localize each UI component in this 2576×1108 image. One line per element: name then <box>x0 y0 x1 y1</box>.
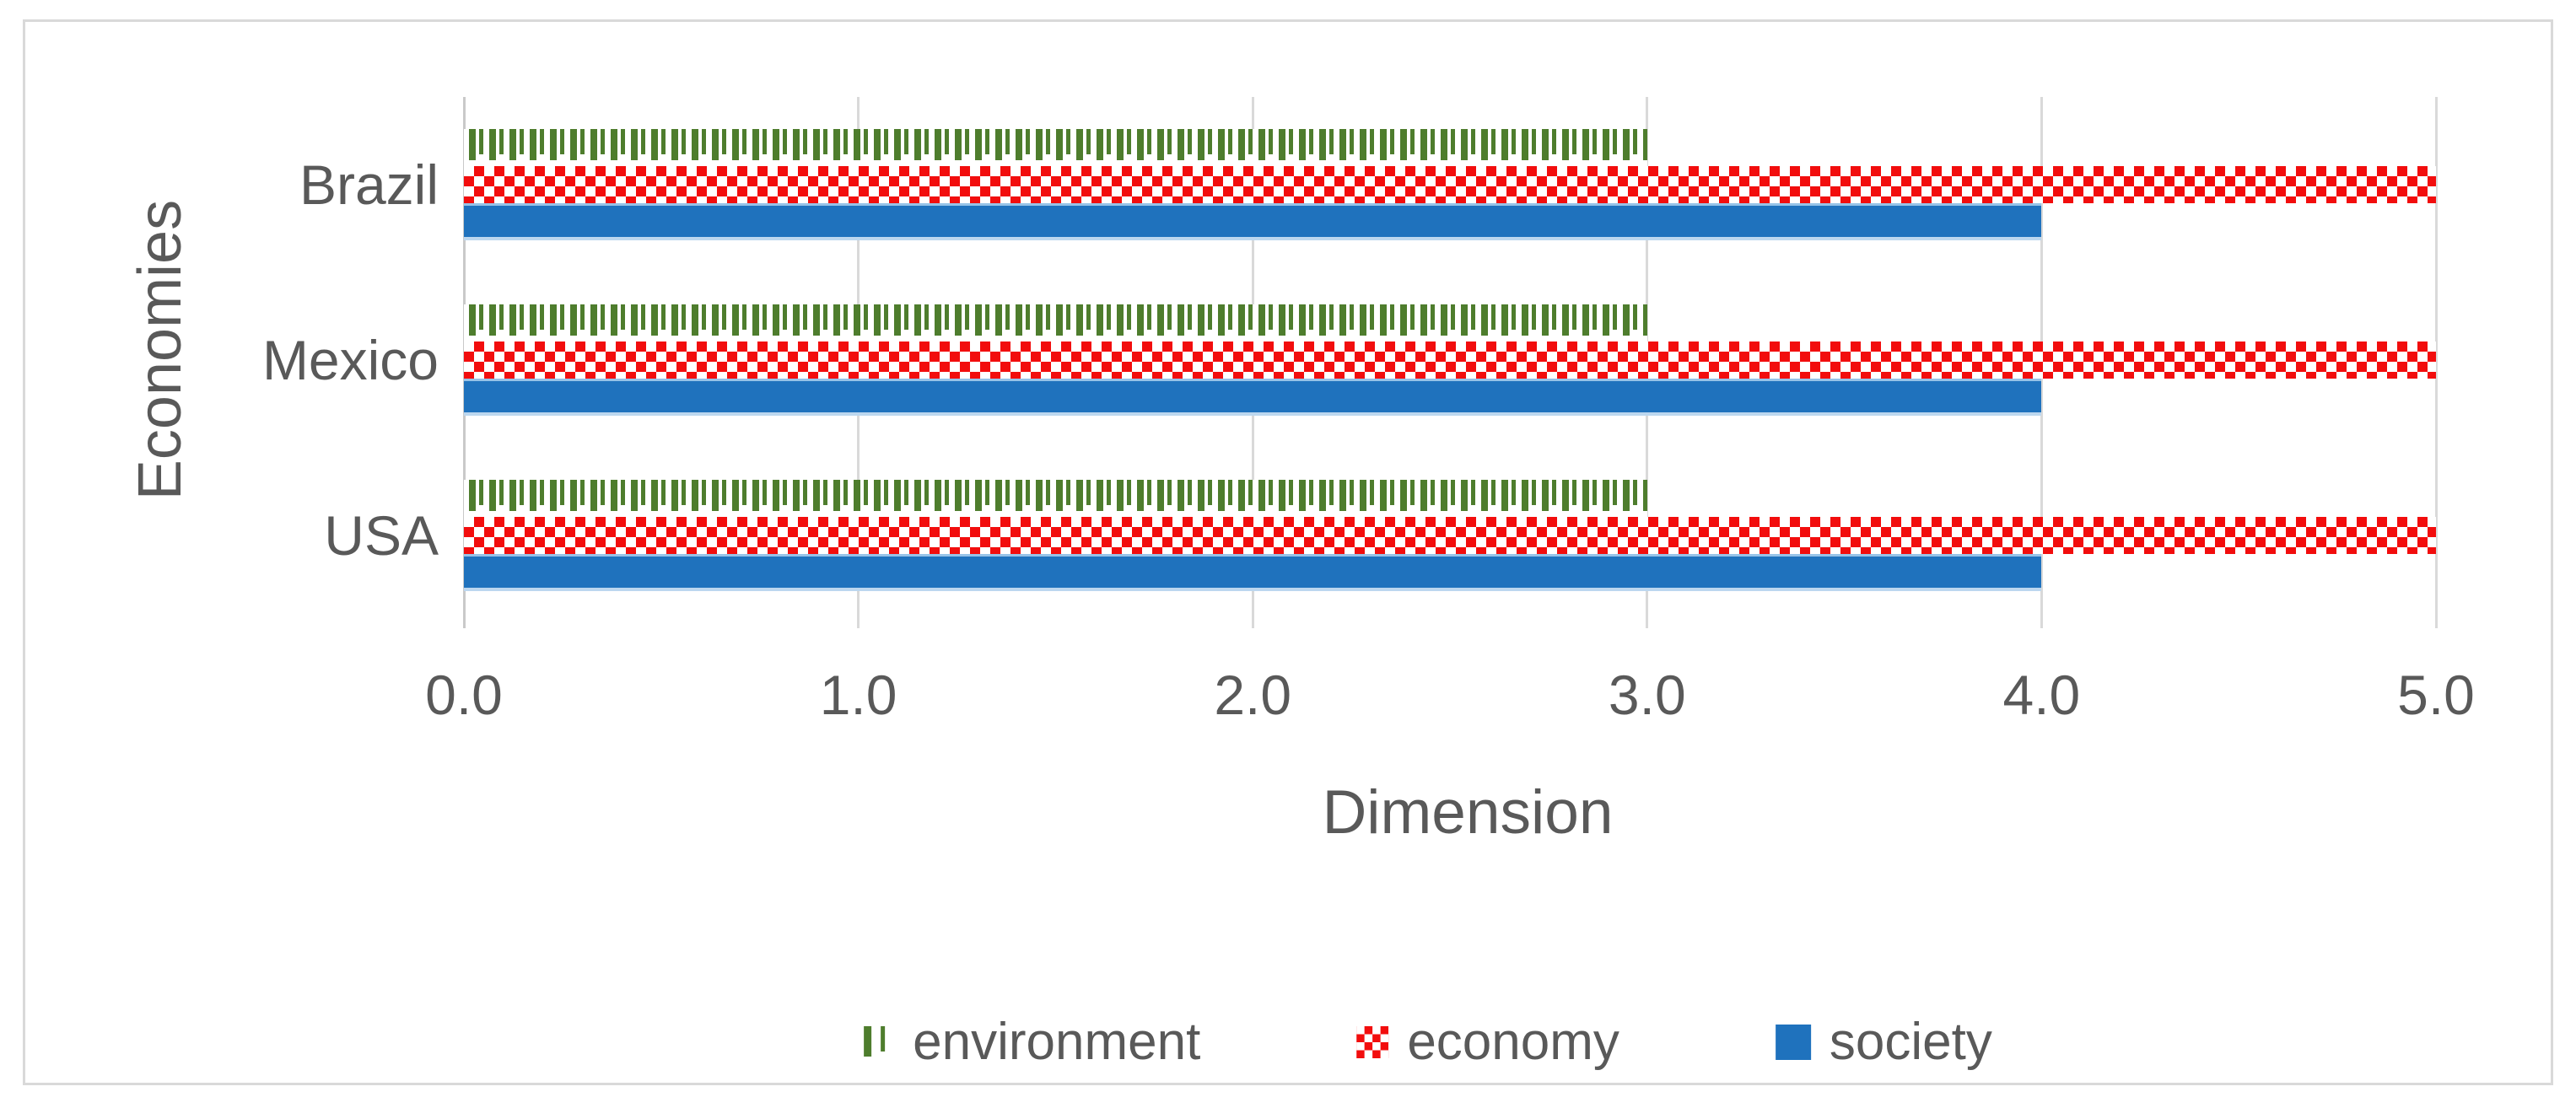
x-tick-label-2.0: 2.0 <box>1214 664 1292 726</box>
bar-economy-usa <box>464 517 2436 554</box>
legend-item-economy: economy <box>1356 1012 1619 1072</box>
legend: environment economy society <box>859 1012 1992 1072</box>
gridline-x-5.0 <box>2434 97 2438 628</box>
legend-item-environment: environment <box>859 1012 1200 1072</box>
x-axis-title: Dimension <box>1322 778 1614 847</box>
bar-environment-brazil <box>464 129 1647 166</box>
society-pattern-swatch-icon <box>1775 1024 1811 1060</box>
x-tick-label-0.0: 0.0 <box>425 664 503 726</box>
bar-economy-mexico <box>464 342 2436 379</box>
bar-environment-usa <box>464 480 1647 517</box>
bar-society-usa <box>464 554 2042 591</box>
bar-society-brazil <box>464 203 2042 240</box>
bar-environment-mexico <box>464 304 1647 342</box>
legend-label-environment: environment <box>913 1013 1201 1071</box>
x-tick-label-5.0: 5.0 <box>2397 664 2475 726</box>
legend-item-society: society <box>1775 1012 1992 1072</box>
x-tick-label-1.0: 1.0 <box>819 664 897 726</box>
bar-society-mexico <box>464 379 2042 416</box>
x-tick-label-4.0: 4.0 <box>2002 664 2081 726</box>
category-label-usa: USA <box>324 504 439 567</box>
legend-label-society: society <box>1829 1013 1992 1071</box>
category-label-brazil: Brazil <box>299 153 439 216</box>
category-label-mexico: Mexico <box>261 329 439 391</box>
x-tick-label-3.0: 3.0 <box>1608 664 1686 726</box>
environment-pattern-swatch-icon <box>859 1025 895 1058</box>
legend-label-economy: economy <box>1407 1013 1619 1071</box>
bar-economy-brazil <box>464 166 2436 203</box>
economy-pattern-swatch-icon <box>1356 1025 1389 1058</box>
